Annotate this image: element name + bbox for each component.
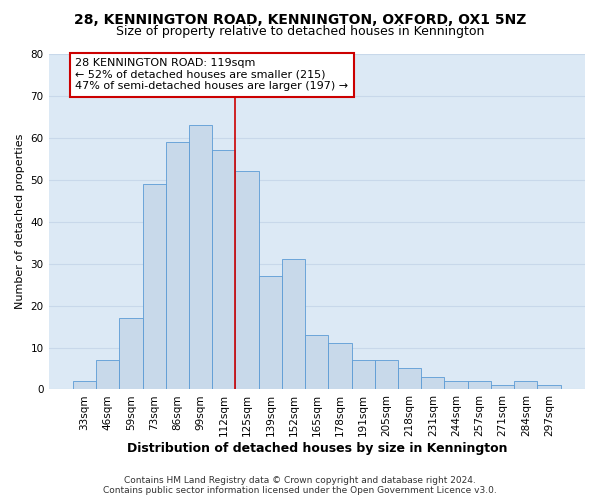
Bar (119, 318, 143, 390)
Y-axis label: Number of detached properties: Number of detached properties (15, 134, 25, 310)
X-axis label: Distribution of detached houses by size in Kennington: Distribution of detached houses by size … (127, 442, 507, 455)
Bar (96, 360, 119, 390)
Text: Size of property relative to detached houses in Kennington: Size of property relative to detached ho… (116, 25, 484, 38)
Bar (189, 126, 212, 390)
Bar (166, 142, 189, 390)
Text: 28, KENNINGTON ROAD, KENNINGTON, OXFORD, OX1 5NZ: 28, KENNINGTON ROAD, KENNINGTON, OXFORD,… (74, 12, 526, 26)
Bar (212, 150, 235, 390)
Bar (445, 381, 468, 390)
Bar (421, 377, 445, 390)
Bar (375, 360, 398, 390)
Bar (352, 360, 375, 390)
Bar (514, 381, 538, 390)
Bar (468, 381, 491, 390)
Bar (282, 260, 305, 390)
Bar (143, 184, 166, 390)
Bar (328, 344, 352, 390)
Bar (235, 172, 259, 390)
Bar (259, 276, 282, 390)
Text: 28 KENNINGTON ROAD: 119sqm
← 52% of detached houses are smaller (215)
47% of sem: 28 KENNINGTON ROAD: 119sqm ← 52% of deta… (75, 58, 349, 92)
Bar (305, 335, 328, 390)
Bar (538, 386, 560, 390)
Bar (398, 368, 421, 390)
Bar (491, 386, 514, 390)
Bar (73, 381, 96, 390)
Text: Contains HM Land Registry data © Crown copyright and database right 2024.
Contai: Contains HM Land Registry data © Crown c… (103, 476, 497, 495)
